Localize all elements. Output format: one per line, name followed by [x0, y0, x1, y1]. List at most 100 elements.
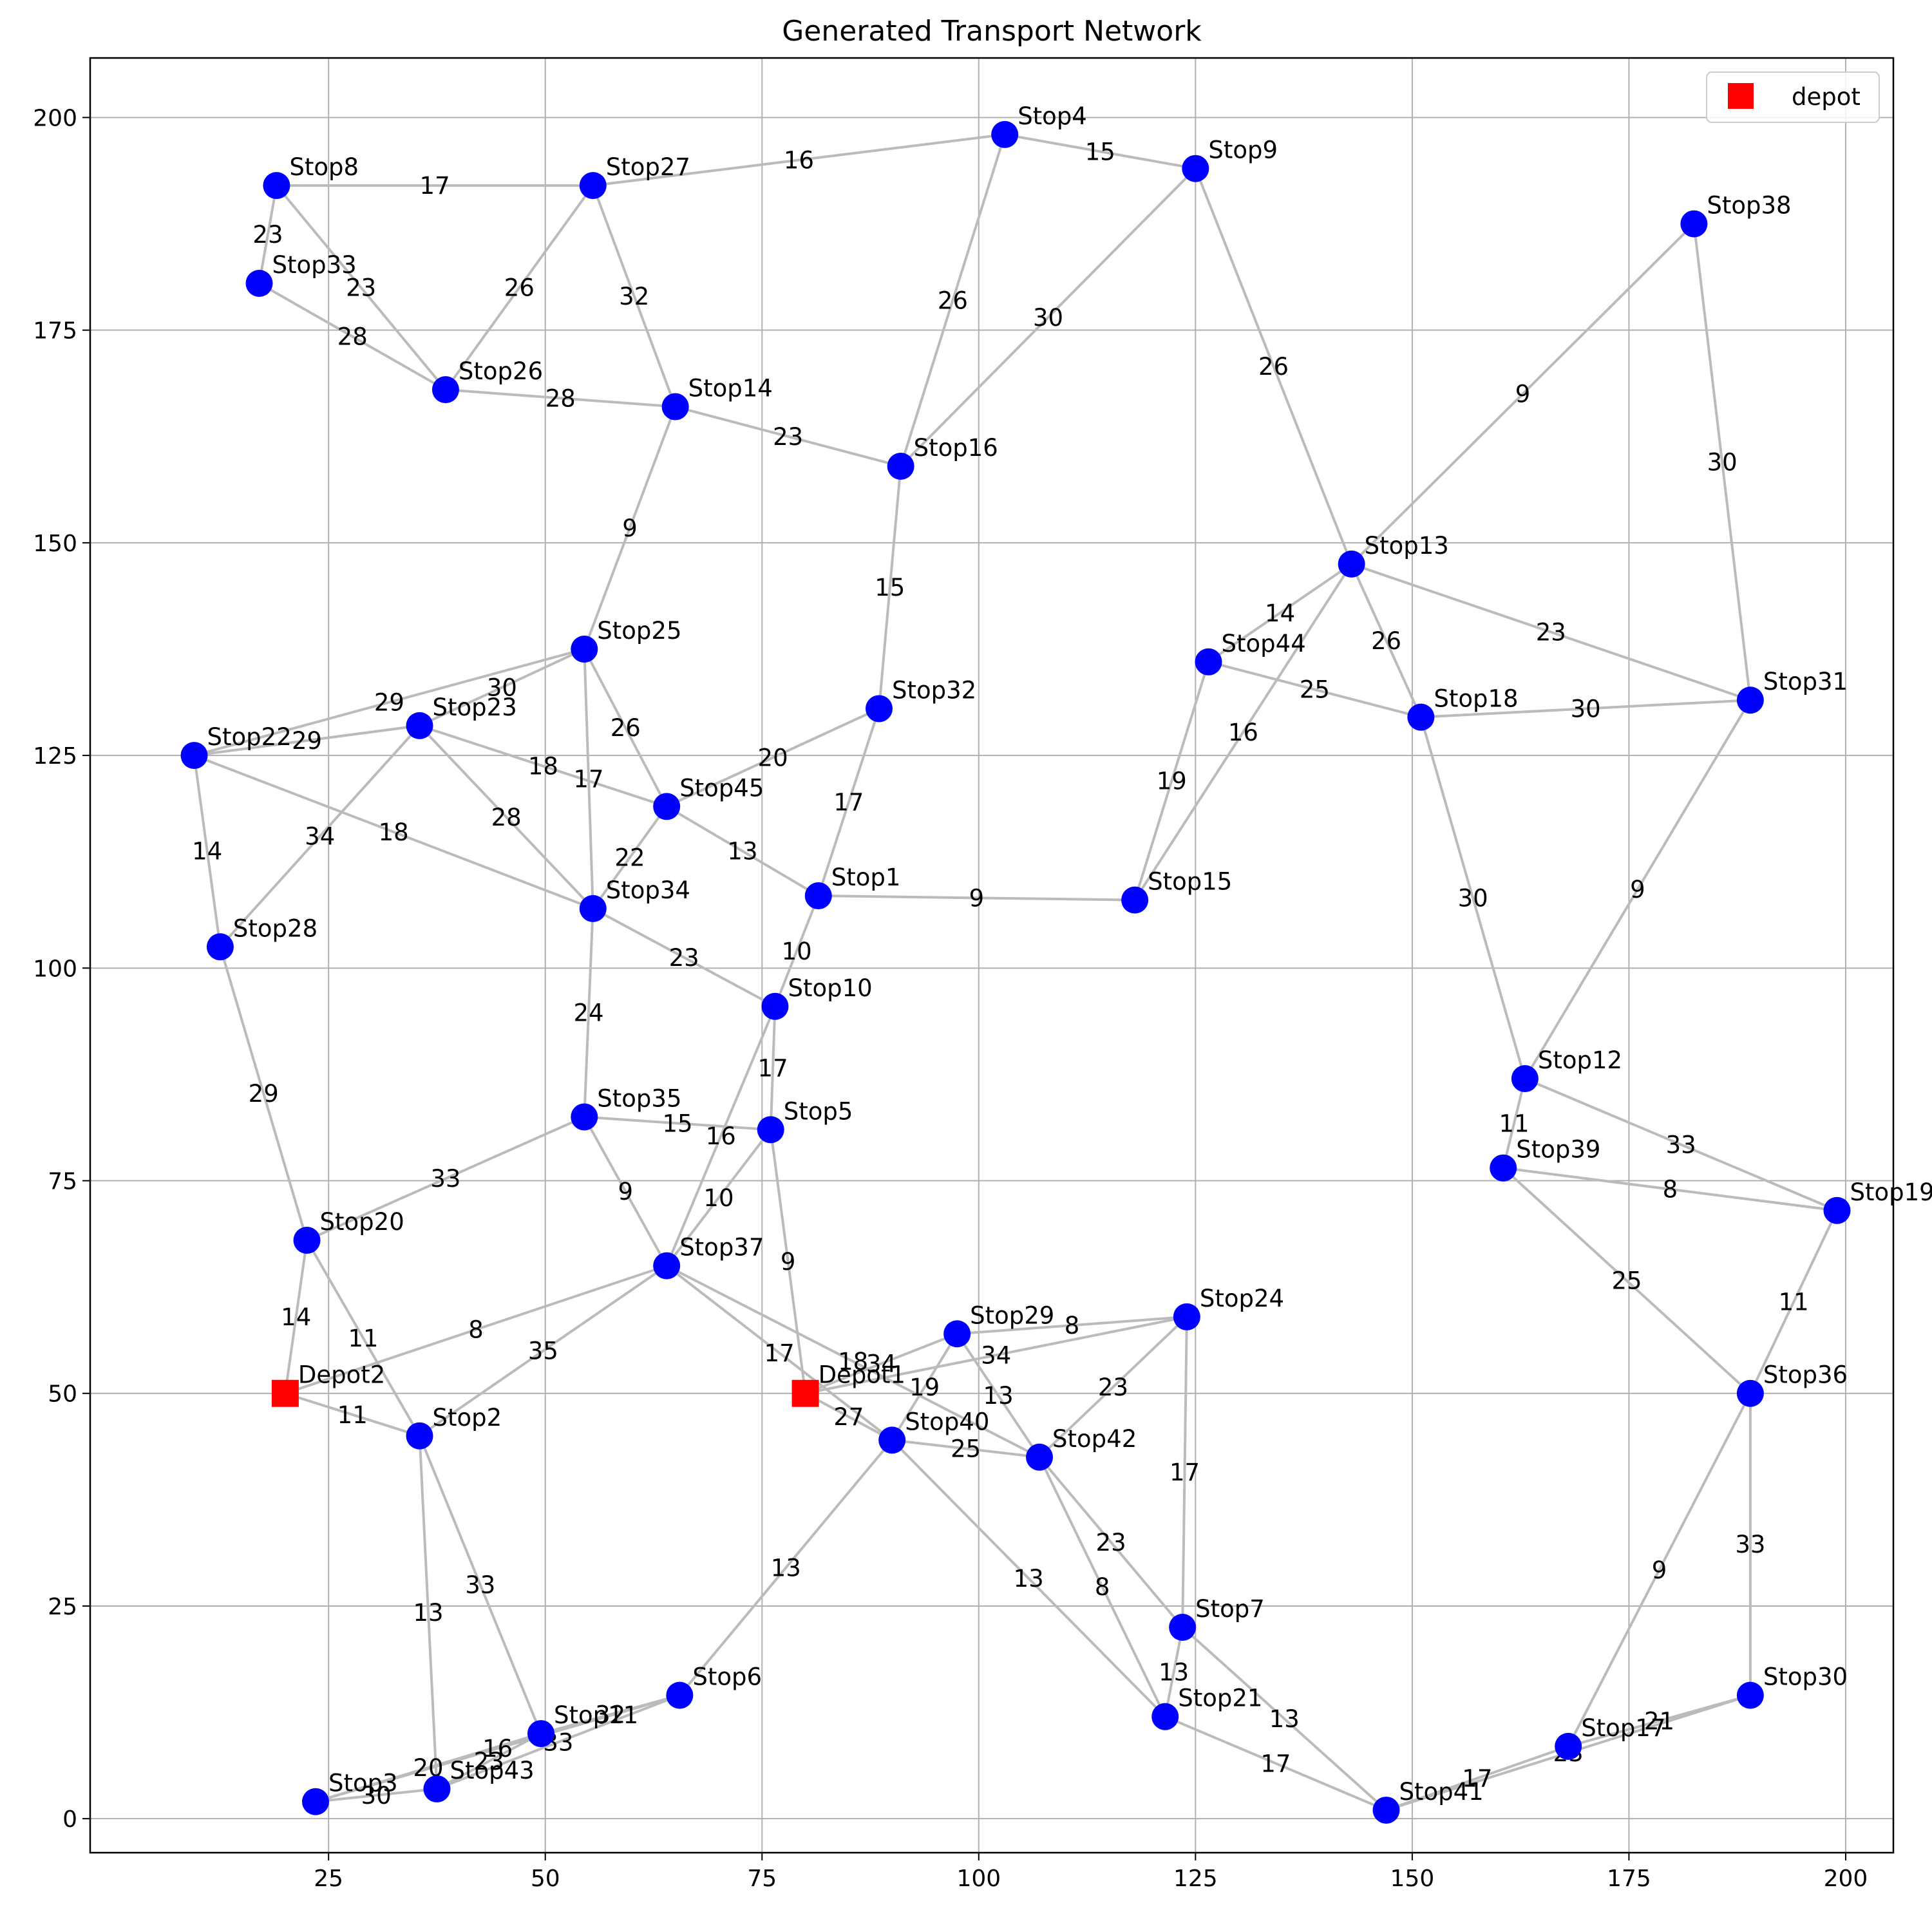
edge-stop2-stop43 [418, 1435, 439, 1790]
edge-weight-stop37-stop40: 17 [764, 1339, 795, 1367]
edge-weight-stop9-stop13: 26 [1258, 353, 1289, 381]
edge-stop4-stop9 [1004, 133, 1196, 170]
edge-depot1-stop29 [804, 1332, 958, 1395]
edge-stop34-stop35 [583, 908, 594, 1117]
edge-weight-stop10-stop5: 17 [758, 1055, 788, 1083]
node-label-stop14: Stop14 [688, 375, 773, 402]
node-label-stop16: Stop16 [914, 434, 998, 462]
edge-weight-stop38-stop13: 9 [1515, 381, 1531, 408]
edge-stop25-stop45 [583, 648, 668, 808]
stop-marker-stop27 [579, 172, 607, 200]
node-label-stop22: Stop22 [207, 723, 292, 751]
edge-weight-stop19-stop36: 11 [1779, 1289, 1809, 1316]
stop-marker-stop12 [1511, 1065, 1539, 1093]
edge-stop18-stop12 [1419, 717, 1526, 1079]
edge-stop22-stop28 [193, 755, 222, 947]
edge-weight-stop38-stop31: 30 [1707, 448, 1738, 476]
edge-stop40-stop6 [678, 1439, 893, 1696]
edge-stop27-stop4 [592, 133, 1005, 187]
node-label-stop27: Stop27 [606, 153, 690, 181]
node-label-stop21: Stop21 [1178, 1685, 1262, 1712]
edge-stop7-stop41 [1181, 1626, 1387, 1811]
edge-stop26-stop14 [445, 388, 676, 408]
edge-weight-stop3-stop43: 30 [361, 1782, 392, 1810]
x-tick-label-100: 100 [956, 1866, 1001, 1892]
edge-weight-stop35-stop5: 15 [662, 1110, 692, 1137]
stop-marker-stop37 [653, 1252, 681, 1280]
edge-stop27-stop14 [591, 185, 677, 408]
edge-weight-stop7-stop41: 13 [1269, 1705, 1300, 1733]
y-tick-label-200: 200 [33, 105, 77, 131]
edge-weight-stop1-stop10: 10 [782, 938, 812, 965]
edge-weight-stop26-stop14: 28 [545, 384, 576, 412]
node-label-stop38: Stop38 [1707, 192, 1791, 220]
stop-marker-stop2 [406, 1422, 433, 1450]
edge-weight-stop21-stop41: 17 [1260, 1750, 1291, 1777]
edge-weight-stop29-stop42: 13 [983, 1382, 1014, 1410]
edge-weight-stop23-stop45: 18 [528, 753, 558, 780]
edge-stop33-stop26 [258, 282, 446, 391]
edge-weight-stop13-stop31: 23 [1536, 619, 1566, 647]
edge-weight-depot1-stop40: 27 [833, 1403, 864, 1431]
edge-weight-stop18-stop31: 30 [1571, 695, 1601, 723]
stop-marker-stop25 [571, 635, 598, 663]
edge-weight-stop36-stop30: 33 [1735, 1531, 1765, 1558]
edge-weight-depot1-stop24: 34 [981, 1341, 1011, 1369]
grid-lines [90, 58, 1893, 1853]
edge-weight-stop45-stop34: 22 [614, 844, 645, 872]
x-tick-label-125: 125 [1173, 1866, 1218, 1892]
node-label-stop34: Stop34 [606, 876, 690, 904]
y-tick-label-100: 100 [33, 956, 77, 982]
x-tick-label-50: 50 [531, 1866, 560, 1892]
x-tick-label-150: 150 [1390, 1866, 1435, 1892]
edge-weight-stop22-stop34: 18 [379, 818, 409, 846]
edge-stop7-stop21 [1164, 1627, 1184, 1717]
stop-marker-stop22 [180, 742, 208, 770]
stop-marker-stop35 [571, 1103, 598, 1131]
stop-marker-stop14 [661, 393, 689, 421]
edge-stop42-stop24 [1038, 1316, 1188, 1459]
stop-marker-stop11 [527, 1720, 554, 1748]
node-label-stop10: Stop10 [788, 974, 872, 1002]
node-label-stop45: Stop45 [679, 774, 764, 802]
network-nodes [180, 120, 1851, 1824]
edge-weight-stop34-stop35: 24 [573, 999, 603, 1027]
x-tick-label-25: 25 [314, 1866, 343, 1892]
stop-marker-stop39 [1490, 1154, 1517, 1182]
node-label-stop36: Stop36 [1763, 1361, 1848, 1389]
edge-depot1-stop40 [804, 1392, 893, 1442]
edge-stop14-stop16 [675, 405, 902, 468]
node-label-stop44: Stop44 [1222, 630, 1306, 657]
edge-weight-stop27-stop4: 16 [784, 147, 814, 175]
node-label-stop15: Stop15 [1148, 868, 1232, 896]
edge-weight-stop23-stop34: 28 [491, 804, 522, 831]
y-tick-label-175: 175 [33, 318, 77, 345]
y-tick-label-25: 25 [48, 1594, 77, 1620]
edge-stop10-stop5 [769, 1006, 777, 1130]
node-label-stop2: Stop2 [433, 1404, 502, 1432]
stop-marker-stop34 [579, 894, 607, 922]
stop-marker-stop23 [406, 712, 433, 739]
edge-stop27-stop26 [444, 184, 594, 391]
node-label-stop39: Stop39 [1516, 1136, 1600, 1164]
edge-stop42-stop21 [1038, 1456, 1167, 1717]
node-label-stop33: Stop33 [272, 251, 357, 279]
depot-marker-depot2 [271, 1379, 299, 1407]
edge-weight-stop25-stop45: 26 [611, 714, 641, 742]
depot-marker-depot1 [791, 1379, 819, 1407]
edge-weight-stop10-stop37: 16 [706, 1122, 736, 1150]
node-label-stop4: Stop4 [1018, 102, 1087, 130]
stop-marker-stop16 [887, 453, 914, 480]
edge-weight-stop40-stop42: 25 [951, 1435, 981, 1463]
edge-weight-stop3-stop6: 16 [482, 1735, 513, 1763]
node-labels: Depot1 Depot2 Stop1 Stop2 Stop3 Stop4 Stop5 Sto… [207, 102, 1932, 1806]
edge-weight-stop20-stop2: 11 [348, 1325, 378, 1352]
edge-stop14-stop25 [583, 406, 677, 650]
edge-stop35-stop5 [584, 1115, 771, 1131]
edge-weight-depot1-stop29: 34 [866, 1350, 896, 1378]
edge-weight-stop9-stop16: 30 [1033, 304, 1063, 332]
node-label-stop31: Stop31 [1763, 668, 1848, 695]
edge-weight-stop33-stop26: 28 [337, 323, 368, 351]
chart-title: Generated Transport Network [782, 15, 1202, 48]
